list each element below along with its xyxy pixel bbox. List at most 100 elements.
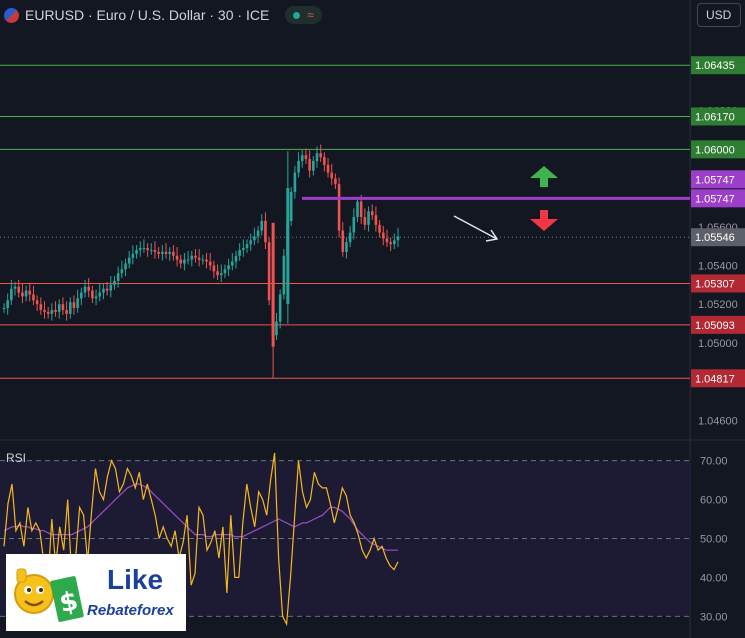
candle-body: [227, 265, 230, 270]
arrow-down-red: [530, 210, 558, 231]
candle-body: [91, 290, 94, 299]
candle-body: [389, 242, 392, 245]
level-price-text: 1.05093: [695, 320, 735, 332]
candle-body: [146, 248, 149, 250]
candle-body: [396, 236, 400, 241]
candle-body: [230, 261, 234, 266]
candle-body: [186, 259, 190, 261]
candle-body: [10, 288, 13, 301]
candle-body: [183, 259, 186, 264]
level-price-label: [691, 315, 745, 334]
pivot-label-top: [691, 170, 745, 189]
candle-body: [87, 286, 90, 291]
candle-body: [197, 257, 201, 260]
price-axis-tick: 1.05000: [698, 338, 738, 350]
pivot-label-top-text: 1.05747: [695, 174, 735, 186]
candle-body: [54, 309, 57, 312]
candle-body: [315, 153, 319, 161]
candle-body: [337, 184, 341, 231]
symbol-title: EURUSD · Euro / U.S. Dollar · 30 · ICE: [25, 7, 270, 23]
candle-body: [65, 309, 68, 314]
candle-body: [216, 271, 219, 276]
candle-body: [190, 255, 194, 260]
candle-body: [286, 188, 290, 305]
candle-body: [334, 178, 337, 185]
candle-body: [238, 249, 241, 256]
svg-text:$: $: [57, 586, 81, 619]
candle-body: [201, 259, 205, 261]
candle-body: [98, 292, 102, 297]
candle-body: [116, 273, 120, 281]
candle-body: [245, 244, 249, 249]
candle-body: [356, 201, 359, 218]
price-axis-tick: 1.05200: [698, 299, 738, 311]
candle-body: [153, 249, 157, 252]
candle-body: [194, 255, 197, 258]
candle-body: [13, 286, 17, 289]
candle-body: [24, 290, 28, 297]
pivot-label-bottom-text: 1.05747: [695, 193, 735, 205]
level-price-label: [691, 140, 745, 159]
candle-body: [345, 242, 348, 252]
currency-selector[interactable]: USD: [697, 3, 741, 27]
candle-body: [57, 304, 61, 312]
candle-body: [61, 304, 65, 310]
arrow-up-green: [530, 166, 558, 187]
candle-body: [105, 288, 109, 291]
candle-body: [348, 232, 352, 243]
candle-body: [234, 255, 238, 262]
current-price-label: [691, 228, 745, 247]
candle-body: [219, 273, 223, 276]
candle-body: [6, 300, 9, 309]
level-price-text: 1.04817: [695, 373, 735, 385]
logo-brand-text: Rebateforex: [87, 602, 174, 619]
candle-body: [260, 220, 264, 231]
candle-body: [253, 236, 256, 241]
candle-body: [323, 157, 326, 165]
level-price-text: 1.06000: [695, 144, 735, 156]
candle-body: [282, 255, 286, 295]
candle-body: [135, 249, 138, 254]
candle-body: [278, 294, 282, 322]
candle-body: [256, 230, 260, 237]
price-axis-tick: 1.05400: [698, 260, 738, 272]
candle-body: [242, 248, 245, 250]
candle-body: [168, 251, 172, 254]
candle-body: [374, 215, 378, 225]
candle-body: [35, 300, 39, 305]
arrow-right-white: [453, 215, 499, 242]
rsi-axis-tick: 40.00: [700, 572, 728, 584]
market-status-pill[interactable]: ≈: [285, 6, 322, 24]
candle-body: [161, 251, 164, 254]
candle-body: [341, 230, 345, 252]
candle-body: [124, 263, 127, 270]
candle-body: [267, 242, 271, 301]
rsi-axis-tick: 60.00: [700, 495, 728, 507]
candle-body: [249, 240, 253, 245]
rsi-line: [3, 452, 399, 627]
candle-body: [32, 294, 35, 301]
candle-body: [80, 292, 83, 299]
candle-body: [208, 261, 212, 266]
candle-body: [319, 153, 322, 158]
candle-body: [223, 269, 227, 274]
level-price-label: [691, 369, 745, 388]
candle-body: [330, 172, 334, 179]
thumbs-up-dollar-icon: $: [14, 568, 84, 622]
rsi-axis-tick: 50.00: [700, 534, 728, 546]
candle-body: [131, 253, 135, 258]
candle-body: [21, 292, 24, 297]
candle-body: [68, 302, 72, 314]
logo-like-text: Like: [107, 564, 164, 595]
candle-body: [297, 160, 300, 173]
market-open-dot-icon: [293, 11, 301, 19]
candle-body: [381, 232, 385, 239]
candle-body: [46, 311, 50, 314]
level-price-label: [691, 274, 745, 293]
candle-body: [175, 255, 179, 260]
price-axis-tick: 1.04600: [698, 415, 738, 427]
rsi-axis-tick: 70.00: [700, 456, 728, 468]
pivot-label-bottom: [691, 189, 745, 208]
